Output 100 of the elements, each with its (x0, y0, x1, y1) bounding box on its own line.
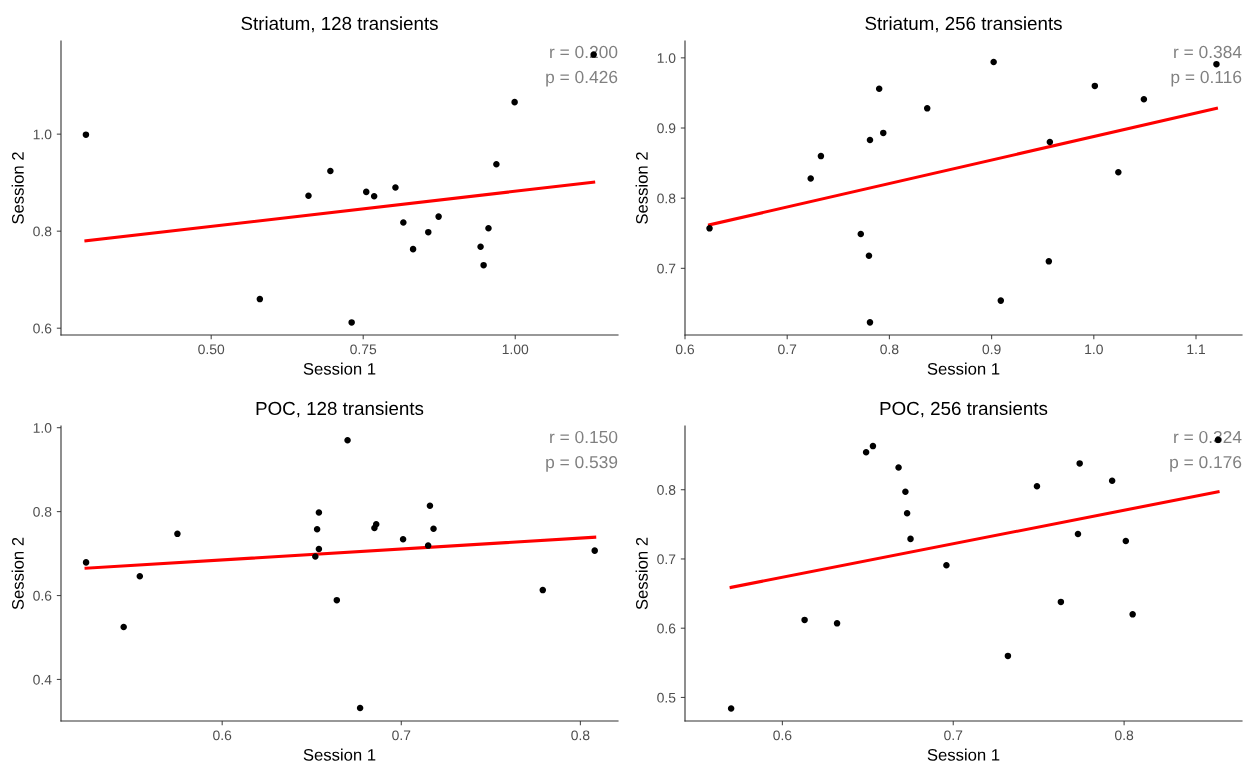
point (866, 136, 874, 144)
x-tick-label: 0.7 (944, 730, 963, 741)
point (869, 442, 877, 450)
y-tick-label: 1.0 (33, 423, 52, 433)
point (801, 616, 808, 624)
point (902, 488, 909, 496)
point (1057, 598, 1065, 606)
y-axis-title: Session 2 (11, 537, 24, 610)
x-tick-label: 1.1 (1187, 344, 1205, 355)
point (895, 464, 902, 471)
x-tick-label: 0.75 (350, 344, 377, 355)
point (348, 319, 355, 326)
y-tick-label: 0.8 (33, 226, 52, 237)
point (425, 228, 432, 236)
point (312, 553, 319, 560)
chart-title: POC, 256 transients (880, 401, 1048, 418)
point (706, 225, 713, 232)
point (997, 297, 1005, 304)
point (727, 705, 735, 712)
point (1213, 60, 1220, 68)
point (1115, 168, 1122, 176)
annotation: p = 0.116 (1171, 70, 1242, 87)
point (833, 620, 841, 627)
point (305, 192, 312, 200)
point (1004, 652, 1012, 660)
point (807, 175, 814, 182)
point (903, 510, 911, 517)
x-axis-title: Session 1 (303, 748, 376, 761)
y-tick-label: 0.7 (657, 554, 676, 565)
point (1033, 482, 1041, 490)
point (356, 704, 364, 712)
chart-title: Striatum, 256 transients (865, 16, 1062, 33)
annotation: p = 0.176 (1170, 455, 1242, 472)
y-tick-label: 0.8 (657, 485, 676, 495)
point (1046, 138, 1054, 146)
chart-title: Striatum, 128 transients (241, 16, 438, 33)
y-tick-label: 0.6 (33, 323, 52, 334)
x-tick-label: 0.8 (880, 344, 899, 355)
x-axis-title: Session 1 (927, 362, 1000, 375)
point (120, 623, 127, 631)
point (435, 213, 442, 220)
point (400, 219, 407, 226)
point (477, 243, 484, 250)
x-tick-label: 0.50 (198, 344, 225, 355)
y-tick-label: 0.7 (657, 263, 676, 274)
x-tick-label: 0.7 (392, 730, 411, 741)
point (1108, 477, 1116, 484)
x-tick-label: 0.6 (213, 730, 232, 741)
y-tick-label: 0.5 (657, 692, 676, 703)
point (372, 520, 380, 528)
point (1045, 258, 1053, 265)
annotation: p = 0.539 (546, 455, 618, 472)
point (82, 559, 90, 566)
y-tick-label: 0.9 (657, 123, 676, 134)
point (392, 184, 399, 191)
annotation: r = 0.200 (550, 45, 618, 59)
x-tick-label: 1.00 (502, 344, 529, 355)
point (943, 561, 950, 569)
point (82, 131, 90, 138)
y-axis-title: Session 2 (635, 537, 648, 610)
point (990, 58, 997, 66)
point (1122, 537, 1130, 545)
y-tick-label: 0.4 (33, 674, 52, 685)
y-tick-label: 0.6 (657, 623, 676, 634)
point (430, 525, 437, 533)
point (493, 160, 500, 168)
x-tick-label: 0.7 (778, 344, 797, 355)
point (426, 502, 434, 509)
y-tick-label: 1.0 (33, 129, 52, 140)
chart-title: POC, 128 transients (256, 401, 424, 418)
point (424, 542, 432, 549)
x-tick-label: 1.0 (1085, 344, 1103, 355)
point (907, 535, 914, 543)
annotation: r = 0.150 (550, 430, 618, 444)
point (1076, 460, 1083, 467)
point (539, 586, 547, 594)
point (511, 98, 518, 106)
annotation: p = 0.426 (546, 70, 618, 87)
point (313, 525, 321, 533)
point (1091, 82, 1099, 90)
point (866, 319, 874, 326)
point (399, 536, 407, 543)
point (880, 129, 887, 137)
point (174, 530, 181, 538)
point (923, 105, 931, 112)
point (485, 225, 492, 232)
x-axis-title: Session 1 (303, 362, 376, 375)
point (875, 85, 883, 92)
y-tick-label: 0.6 (33, 590, 52, 601)
annotation: r = 0.384 (1174, 45, 1242, 59)
point (370, 192, 378, 200)
point (817, 152, 825, 160)
point (865, 252, 873, 259)
point (1129, 611, 1136, 618)
y-tick-label: 1.0 (657, 53, 676, 64)
y-axis-title: Session 2 (11, 152, 24, 224)
x-axis-title: Session 1 (927, 748, 1000, 761)
x-tick-label: 0.8 (571, 730, 590, 741)
y-axis-title: Session 2 (635, 152, 648, 224)
x-tick-label: 0.9 (982, 344, 1001, 355)
